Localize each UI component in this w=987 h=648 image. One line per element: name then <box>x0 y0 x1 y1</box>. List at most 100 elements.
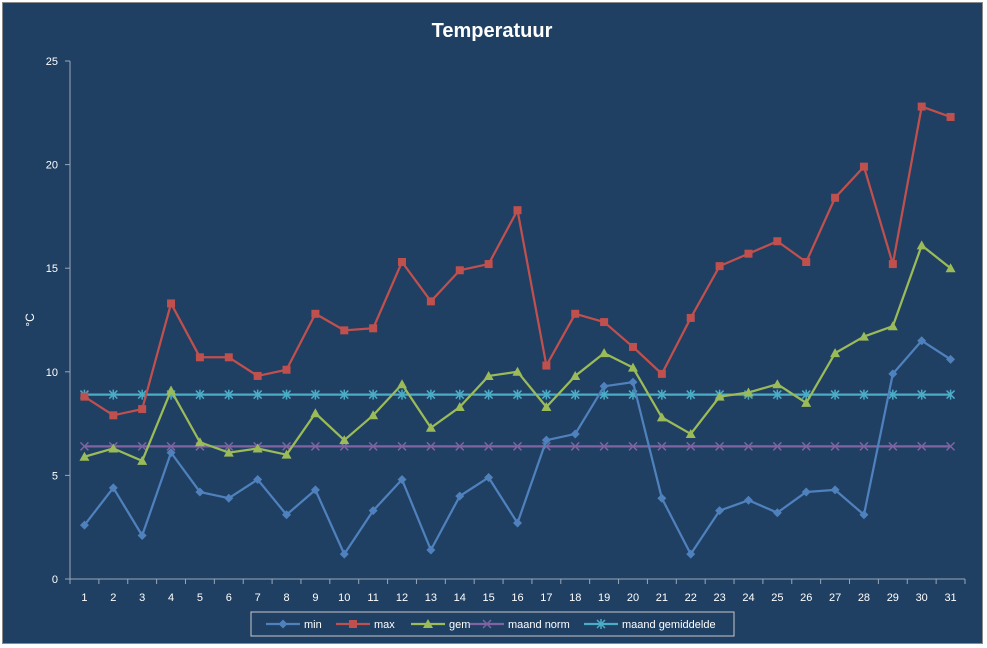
data-point-min <box>599 381 609 391</box>
data-point-maand-gemiddelde <box>484 389 494 400</box>
legend-label-maand-gemiddelde: maand gemiddelde <box>622 619 716 631</box>
data-point-max <box>369 324 378 333</box>
data-point-max <box>628 342 637 351</box>
data-point-maand-gemiddelde <box>195 389 205 400</box>
data-point-max <box>831 193 840 202</box>
y-tick-label: 20 <box>46 160 58 172</box>
series-maand-gemiddelde <box>79 389 956 400</box>
data-point-maand-norm <box>599 441 609 451</box>
data-point-maand-norm <box>801 441 811 451</box>
series-maand-norm <box>79 441 956 451</box>
data-point-gem <box>310 408 321 418</box>
data-point-gem <box>108 443 119 453</box>
x-tick-label: 26 <box>800 592 812 604</box>
data-point-max <box>138 405 147 414</box>
data-point-max <box>715 262 724 271</box>
x-tick-label: 1 <box>81 592 87 604</box>
legend-item-gem: gem <box>411 619 470 631</box>
data-point-min <box>715 506 725 516</box>
data-point-max <box>888 260 897 269</box>
data-point-maand-gemiddelde <box>859 389 869 400</box>
data-point-gem <box>541 402 552 412</box>
series-line-gem <box>84 244 952 463</box>
data-point-maand-gemiddelde <box>772 389 782 400</box>
data-point-min <box>513 518 522 528</box>
data-point-min <box>79 520 89 530</box>
data-point-maand-norm <box>570 441 580 451</box>
data-point-maand-norm <box>397 441 407 451</box>
data-point-maand-gemiddelde <box>541 389 551 400</box>
data-point-max <box>253 371 262 380</box>
data-point-maand-norm <box>830 441 840 451</box>
x-tick-label: 10 <box>338 592 350 604</box>
data-point-gem <box>916 240 927 250</box>
data-point-min <box>310 485 320 495</box>
data-point-min <box>137 530 147 540</box>
y-tick-label: 5 <box>52 470 58 482</box>
legend-item-min: min <box>266 619 322 631</box>
data-point-min <box>686 549 696 559</box>
data-point-maand-norm <box>512 441 523 451</box>
legend-marker-max <box>349 620 357 628</box>
legend-item-maand-norm: maand norm <box>470 619 570 631</box>
data-point-max <box>802 257 811 266</box>
data-point-max <box>513 206 522 215</box>
data-point-min <box>657 493 667 503</box>
data-point-min <box>830 485 840 495</box>
x-tick-label: 15 <box>483 592 495 604</box>
data-point-gem <box>685 428 696 438</box>
data-point-max <box>917 102 926 111</box>
legend-marker-maand-gemiddelde <box>596 619 606 629</box>
legend: min max gem maand norm maand gemiddelde <box>250 611 735 637</box>
x-tick-label: 5 <box>197 592 203 604</box>
data-point-maand-gemiddelde <box>368 389 378 400</box>
data-point-max <box>398 257 407 266</box>
data-point-gem <box>801 397 812 407</box>
legend-label-maand-norm: maand norm <box>508 619 570 631</box>
legend-item-max: max <box>336 619 395 631</box>
x-tick-label: 3 <box>139 592 145 604</box>
data-point-max <box>224 353 233 362</box>
x-tick-label: 8 <box>283 592 289 604</box>
data-point-max <box>311 309 320 318</box>
data-point-gem <box>252 443 263 453</box>
data-point-maand-gemiddelde <box>339 389 349 400</box>
y-tick-label: 25 <box>46 56 58 68</box>
x-tick-label: 14 <box>454 592 466 604</box>
series-min <box>79 336 956 559</box>
data-point-max <box>657 369 666 378</box>
data-point-min <box>195 487 205 497</box>
chart-title: Temperatuur <box>432 20 553 42</box>
legend-label-gem: gem <box>449 619 470 631</box>
x-tick-label: 22 <box>685 592 697 604</box>
data-point-min <box>946 354 956 364</box>
data-point-min <box>224 493 234 503</box>
data-point-maand-gemiddelde <box>946 389 956 400</box>
data-point-maand-gemiddelde <box>397 389 407 400</box>
data-point-gem <box>887 321 898 331</box>
data-point-maand-norm <box>426 441 436 451</box>
data-point-maand-norm <box>628 441 638 451</box>
data-point-gem <box>194 437 205 447</box>
y-axis-title: °C <box>23 313 37 327</box>
data-point-max <box>686 313 695 322</box>
legend-marker-min <box>278 619 288 629</box>
data-point-maand-norm <box>657 441 667 451</box>
data-point-min <box>108 483 118 493</box>
data-point-maand-norm <box>743 441 753 451</box>
data-point-min <box>253 475 263 485</box>
data-point-min <box>282 510 292 520</box>
data-point-maand-norm <box>946 441 956 451</box>
data-point-maand-norm <box>310 441 320 451</box>
data-point-maand-gemiddelde <box>455 389 465 400</box>
x-tick-label: 12 <box>396 592 408 604</box>
data-point-max <box>859 162 868 171</box>
data-point-maand-norm <box>888 441 898 451</box>
data-point-maand-gemiddelde <box>426 389 436 400</box>
data-point-maand-norm <box>686 441 696 451</box>
x-tick-label: 17 <box>540 592 552 604</box>
data-point-min <box>917 336 927 346</box>
x-tick-label: 4 <box>168 592 174 604</box>
